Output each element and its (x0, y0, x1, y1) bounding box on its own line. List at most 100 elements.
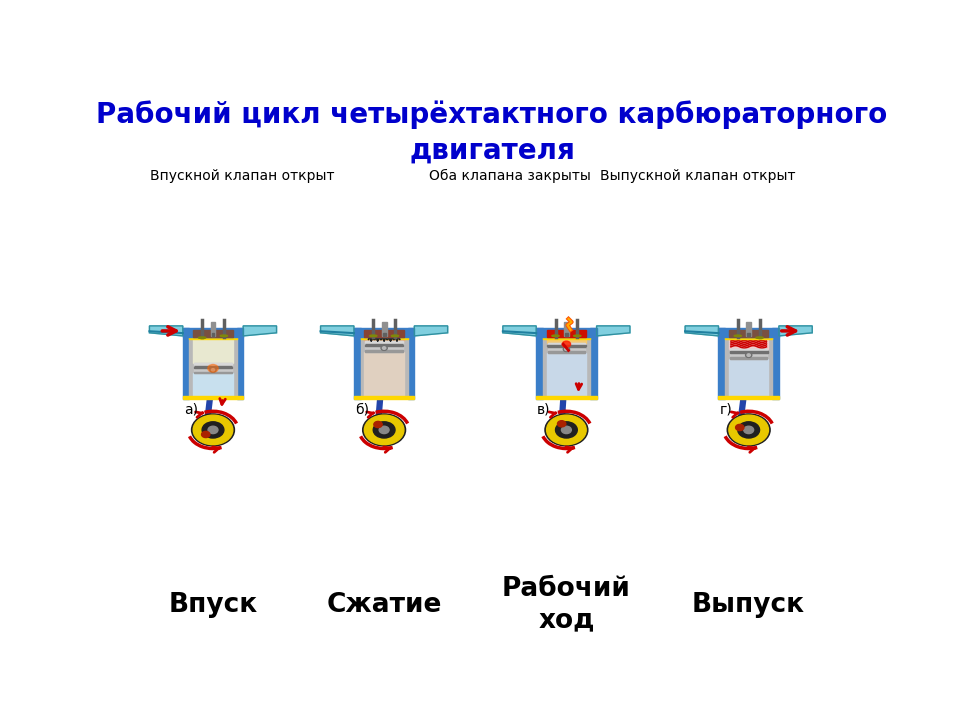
Polygon shape (321, 326, 354, 336)
Bar (366, 341, 403, 351)
Bar (718, 328, 725, 399)
Text: г): г) (719, 402, 732, 417)
Bar (547, 343, 586, 345)
Text: Оба клапана закрыты: Оба клапана закрыты (429, 169, 590, 184)
Bar (236, 328, 243, 399)
Circle shape (735, 424, 744, 431)
Bar (542, 337, 590, 339)
Circle shape (382, 347, 386, 349)
Circle shape (564, 348, 568, 351)
Circle shape (562, 426, 571, 433)
Ellipse shape (552, 335, 559, 337)
Bar (730, 357, 767, 359)
Bar (193, 337, 232, 364)
Bar (747, 333, 750, 336)
Circle shape (556, 422, 577, 438)
Circle shape (546, 415, 587, 445)
Bar (365, 336, 404, 338)
Bar (365, 330, 404, 337)
Bar (746, 322, 751, 336)
Circle shape (564, 347, 569, 351)
Bar (537, 328, 542, 399)
Bar (354, 328, 361, 399)
Text: Выпуск: Выпуск (692, 592, 805, 618)
Bar (564, 322, 569, 336)
Bar (537, 328, 596, 337)
Circle shape (545, 414, 588, 446)
Bar (537, 396, 596, 399)
Bar (194, 372, 231, 374)
Bar (546, 337, 587, 343)
Ellipse shape (370, 335, 377, 337)
Circle shape (729, 415, 768, 445)
Bar (182, 328, 243, 337)
Bar (365, 338, 404, 340)
Bar (193, 374, 232, 396)
Bar (772, 328, 779, 399)
Bar (354, 328, 415, 337)
Polygon shape (596, 326, 630, 336)
Circle shape (210, 367, 216, 372)
Bar (546, 330, 587, 337)
Text: Рабочий цикл четырёхтактного карбюраторного
двигателя: Рабочий цикл четырёхтактного карбюраторн… (96, 100, 888, 165)
Bar (232, 337, 236, 396)
Bar (730, 348, 767, 351)
Circle shape (747, 354, 751, 356)
Bar (590, 328, 596, 399)
Text: б): б) (355, 402, 369, 417)
Ellipse shape (756, 337, 763, 338)
Bar (194, 364, 231, 365)
Bar (211, 333, 214, 336)
Circle shape (207, 364, 218, 372)
Bar (718, 396, 779, 399)
Bar (366, 350, 403, 351)
Circle shape (738, 422, 759, 438)
Polygon shape (685, 326, 718, 336)
Bar (729, 359, 768, 396)
Bar (718, 328, 779, 337)
Circle shape (211, 369, 215, 371)
Ellipse shape (574, 335, 581, 337)
Bar (210, 322, 215, 336)
Bar (382, 322, 387, 336)
Circle shape (563, 341, 570, 347)
Bar (730, 348, 767, 359)
Circle shape (373, 421, 382, 428)
Bar (587, 337, 590, 396)
Bar (361, 337, 365, 396)
Circle shape (192, 414, 234, 446)
Bar (729, 330, 768, 337)
Ellipse shape (734, 335, 741, 337)
Bar (768, 337, 772, 396)
Bar (193, 330, 232, 337)
Bar (182, 396, 243, 399)
Text: Впускной клапан открыт: Впускной клапан открыт (150, 169, 334, 184)
Circle shape (379, 426, 389, 433)
Bar (365, 339, 404, 341)
Bar (189, 337, 236, 339)
Bar (366, 341, 403, 343)
Bar (354, 396, 415, 399)
Circle shape (381, 346, 387, 351)
Circle shape (558, 420, 565, 427)
Circle shape (208, 426, 218, 433)
Bar (729, 337, 768, 348)
Ellipse shape (199, 337, 205, 338)
Bar (365, 351, 404, 396)
Circle shape (193, 415, 232, 445)
Circle shape (203, 422, 224, 438)
Circle shape (373, 422, 395, 438)
Circle shape (363, 414, 405, 446)
Bar (725, 337, 729, 396)
Bar (547, 351, 586, 353)
Bar (408, 328, 415, 399)
Circle shape (365, 415, 404, 445)
Bar (383, 333, 386, 336)
Polygon shape (243, 326, 276, 336)
Text: Выпускной клапан открыт: Выпускной клапан открыт (600, 169, 796, 184)
Ellipse shape (392, 335, 398, 337)
Bar (404, 337, 408, 396)
Circle shape (728, 414, 770, 446)
Bar (725, 337, 772, 339)
Text: в): в) (538, 402, 551, 417)
